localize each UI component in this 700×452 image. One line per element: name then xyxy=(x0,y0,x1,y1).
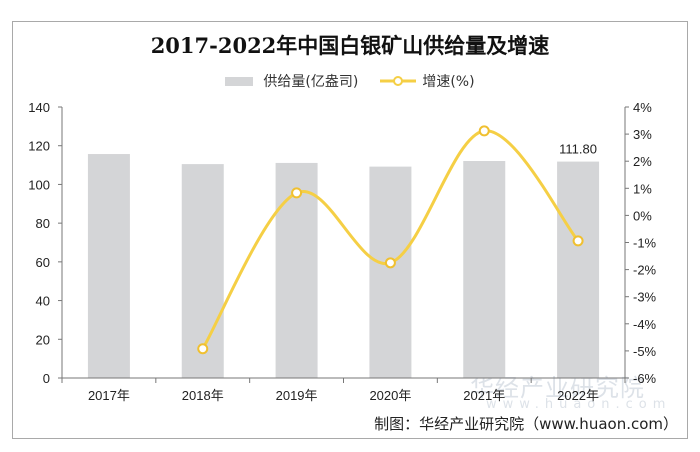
growth-point-2021年 xyxy=(478,125,490,137)
right-tick-label: 1% xyxy=(633,181,652,196)
bar-2017年 xyxy=(87,154,130,378)
legend-line-label: 增速(%) xyxy=(422,74,475,90)
x-tick-label: 2020年 xyxy=(369,388,411,403)
right-tick-label: -3% xyxy=(633,290,657,305)
left-tick-label: 40 xyxy=(36,294,50,309)
x-tick-label: 2017年 xyxy=(88,388,130,403)
right-tick-label: 4% xyxy=(633,100,652,115)
source-note: 制图：华经产业研究院（www.huaon.com） xyxy=(374,415,678,433)
bar-2022年 xyxy=(557,161,600,378)
growth-point-2020年 xyxy=(384,257,396,269)
left-tick-label: 120 xyxy=(28,139,50,154)
right-tick-label: -2% xyxy=(633,263,657,278)
right-tick-label: 3% xyxy=(633,127,652,142)
right-tick-label: 0% xyxy=(633,208,652,223)
left-tick-label: 20 xyxy=(36,332,50,347)
legend-bar-swatch xyxy=(225,76,254,86)
bar-2020年 xyxy=(369,166,412,378)
legend-line-swatch xyxy=(380,76,417,86)
growth-point-2019年 xyxy=(291,187,303,199)
right-tick-label: -1% xyxy=(633,236,657,251)
growth-point-2022年 xyxy=(572,235,584,247)
left-tick-label: 100 xyxy=(28,177,50,192)
bar-2019年 xyxy=(275,162,318,378)
legend-bar-label: 供给量(亿盎司) xyxy=(263,74,359,90)
right-tick-label: -4% xyxy=(633,317,657,332)
legend: 供给量(亿盎司) 增速(%) xyxy=(0,71,700,91)
right-tick-label: 2% xyxy=(633,154,652,169)
left-tick-label: 140 xyxy=(28,100,50,115)
left-tick-label: 0 xyxy=(43,371,50,386)
x-tick-label: 2018年 xyxy=(182,388,224,403)
growth-point-2018年 xyxy=(197,343,209,355)
x-tick-label: 2021年 xyxy=(463,388,505,403)
bar-2021年 xyxy=(463,161,506,378)
right-tick-label: -5% xyxy=(633,344,657,359)
x-tick-label: 2019年 xyxy=(276,388,318,403)
watermark: 华经产业研究院 xyxy=(470,374,645,402)
left-tick-label: 60 xyxy=(36,255,50,270)
left-tick-label: 80 xyxy=(36,216,50,231)
x-tick-label: 2022年 xyxy=(557,388,599,403)
chart-title: 2017-2022年中国白银矿山供给量及增速 xyxy=(150,33,550,58)
data-label: 111.80 xyxy=(559,142,597,157)
bar-2018年 xyxy=(181,164,224,378)
watermark-url: www.huaon.com xyxy=(486,397,672,412)
right-tick-label: -6% xyxy=(633,371,657,386)
